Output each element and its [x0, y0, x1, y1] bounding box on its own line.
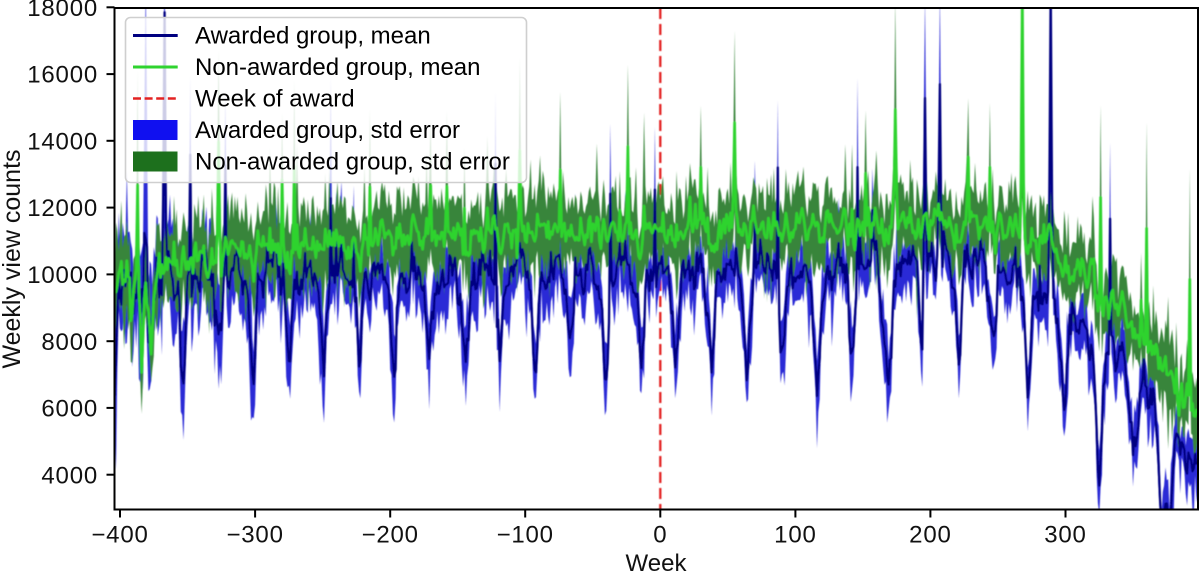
svg-text:−100: −100 — [497, 522, 554, 549]
svg-text:18000: 18000 — [27, 0, 98, 22]
svg-text:Week: Week — [626, 550, 688, 572]
svg-text:14000: 14000 — [27, 128, 98, 155]
svg-text:300: 300 — [1044, 522, 1086, 549]
svg-text:10000: 10000 — [27, 262, 98, 289]
svg-text:−300: −300 — [226, 522, 283, 549]
svg-text:12000: 12000 — [27, 195, 98, 222]
svg-text:Non-awarded group, mean: Non-awarded group, mean — [195, 54, 481, 81]
svg-text:6000: 6000 — [41, 396, 98, 423]
svg-text:Awarded group, std error: Awarded group, std error — [195, 117, 460, 144]
svg-text:100: 100 — [774, 522, 816, 549]
svg-text:Week of award: Week of award — [195, 86, 355, 113]
svg-text:Non-awarded group, std error: Non-awarded group, std error — [195, 149, 510, 176]
svg-text:−200: −200 — [362, 522, 419, 549]
svg-text:0: 0 — [653, 522, 667, 549]
svg-text:4000: 4000 — [41, 462, 98, 489]
svg-text:Weekly view counts: Weekly view counts — [0, 149, 26, 368]
svg-text:−400: −400 — [91, 522, 148, 549]
svg-text:16000: 16000 — [27, 62, 98, 89]
svg-text:Awarded group, mean: Awarded group, mean — [195, 23, 431, 50]
svg-text:8000: 8000 — [41, 329, 98, 356]
svg-text:200: 200 — [909, 522, 951, 549]
